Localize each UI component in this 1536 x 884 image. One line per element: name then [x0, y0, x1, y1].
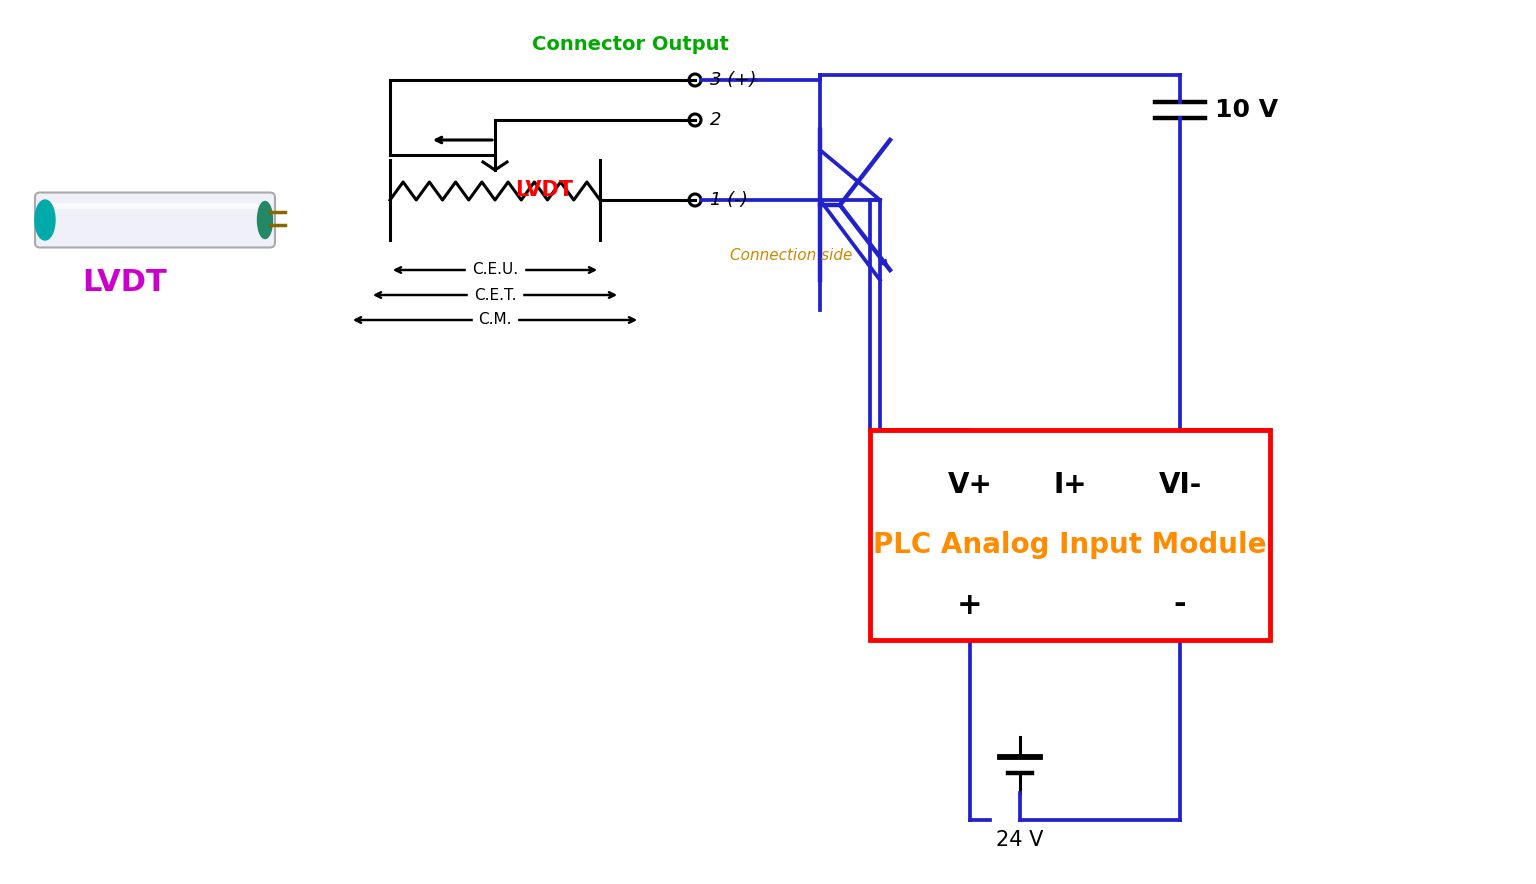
Text: C.M.: C.M. [478, 313, 511, 327]
Text: C.E.U.: C.E.U. [472, 263, 518, 278]
Text: 24 V: 24 V [997, 830, 1043, 850]
Text: 10 V: 10 V [1215, 98, 1278, 122]
Text: I+: I+ [1054, 471, 1087, 499]
Text: VI-: VI- [1158, 471, 1201, 499]
Bar [869, 430, 1270, 640]
Text: -: - [1174, 591, 1186, 620]
Text: C.E.T.: C.E.T. [473, 287, 516, 302]
Text: 2: 2 [710, 111, 722, 129]
Text: PLC Analog Input Module: PLC Analog Input Module [874, 531, 1267, 559]
Text: Connection side: Connection side [730, 248, 852, 263]
Text: 3 (+): 3 (+) [710, 71, 756, 89]
Ellipse shape [35, 200, 55, 240]
Ellipse shape [258, 202, 272, 239]
Text: LVDT: LVDT [83, 268, 167, 297]
Text: 1 (-): 1 (-) [710, 191, 748, 209]
Text: V+: V+ [948, 471, 992, 499]
FancyBboxPatch shape [35, 193, 275, 248]
Text: Connector Output: Connector Output [531, 35, 728, 55]
Text: LVDT: LVDT [515, 180, 573, 200]
Text: +: + [957, 591, 983, 620]
